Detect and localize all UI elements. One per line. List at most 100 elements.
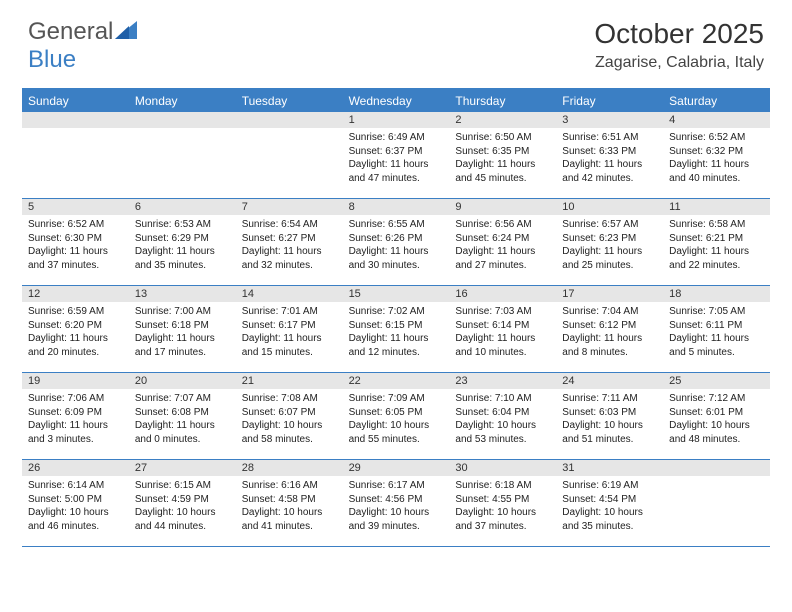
sunset-text: Sunset: 6:11 PM [669,319,764,333]
day-number: 15 [343,286,450,302]
day-cell: 24Sunrise: 7:11 AMSunset: 6:03 PMDayligh… [556,373,663,459]
day-number: 13 [129,286,236,302]
day-cell: 4Sunrise: 6:52 AMSunset: 6:32 PMDaylight… [663,112,770,198]
daylight-text: Daylight: 10 hours and 41 minutes. [242,506,337,533]
sunrise-text: Sunrise: 6:56 AM [455,218,550,232]
day-number: 20 [129,373,236,389]
day-number: 3 [556,112,663,128]
sunset-text: Sunset: 6:17 PM [242,319,337,333]
day-cell: 27Sunrise: 6:15 AMSunset: 4:59 PMDayligh… [129,460,236,546]
day-info: Sunrise: 7:09 AMSunset: 6:05 PMDaylight:… [343,389,450,450]
day-cell: 19Sunrise: 7:06 AMSunset: 6:09 PMDayligh… [22,373,129,459]
day-number: 24 [556,373,663,389]
sunrise-text: Sunrise: 6:15 AM [135,479,230,493]
daylight-text: Daylight: 10 hours and 53 minutes. [455,419,550,446]
sunset-text: Sunset: 4:55 PM [455,493,550,507]
day-header-cell: Tuesday [236,90,343,112]
daylight-text: Daylight: 11 hours and 17 minutes. [135,332,230,359]
week-row: 12Sunrise: 6:59 AMSunset: 6:20 PMDayligh… [22,286,770,373]
day-info: Sunrise: 6:52 AMSunset: 6:30 PMDaylight:… [22,215,129,276]
day-info: Sunrise: 6:49 AMSunset: 6:37 PMDaylight:… [343,128,450,189]
daylight-text: Daylight: 11 hours and 30 minutes. [349,245,444,272]
day-header-cell: Thursday [449,90,556,112]
day-number [236,112,343,128]
day-cell: 22Sunrise: 7:09 AMSunset: 6:05 PMDayligh… [343,373,450,459]
day-number: 9 [449,199,556,215]
day-info: Sunrise: 6:54 AMSunset: 6:27 PMDaylight:… [236,215,343,276]
sunset-text: Sunset: 4:58 PM [242,493,337,507]
calendar: Sunday Monday Tuesday Wednesday Thursday… [22,88,770,547]
sunrise-text: Sunrise: 7:04 AM [562,305,657,319]
day-cell: 13Sunrise: 7:00 AMSunset: 6:18 PMDayligh… [129,286,236,372]
day-info: Sunrise: 7:06 AMSunset: 6:09 PMDaylight:… [22,389,129,450]
day-cell: 14Sunrise: 7:01 AMSunset: 6:17 PMDayligh… [236,286,343,372]
sunrise-text: Sunrise: 6:16 AM [242,479,337,493]
daylight-text: Daylight: 10 hours and 46 minutes. [28,506,123,533]
day-number: 22 [343,373,450,389]
sunrise-text: Sunrise: 7:03 AM [455,305,550,319]
day-info: Sunrise: 6:53 AMSunset: 6:29 PMDaylight:… [129,215,236,276]
day-info: Sunrise: 6:50 AMSunset: 6:35 PMDaylight:… [449,128,556,189]
day-header-row: Sunday Monday Tuesday Wednesday Thursday… [22,90,770,112]
sunrise-text: Sunrise: 7:10 AM [455,392,550,406]
sunset-text: Sunset: 6:32 PM [669,145,764,159]
sunrise-text: Sunrise: 6:58 AM [669,218,764,232]
sunset-text: Sunset: 6:15 PM [349,319,444,333]
day-info: Sunrise: 6:18 AMSunset: 4:55 PMDaylight:… [449,476,556,537]
sunset-text: Sunset: 4:59 PM [135,493,230,507]
day-cell: 5Sunrise: 6:52 AMSunset: 6:30 PMDaylight… [22,199,129,285]
day-info: Sunrise: 7:00 AMSunset: 6:18 PMDaylight:… [129,302,236,363]
daylight-text: Daylight: 10 hours and 35 minutes. [562,506,657,533]
day-info [663,476,770,536]
daylight-text: Daylight: 10 hours and 48 minutes. [669,419,764,446]
day-number: 21 [236,373,343,389]
day-info: Sunrise: 7:10 AMSunset: 6:04 PMDaylight:… [449,389,556,450]
daylight-text: Daylight: 10 hours and 37 minutes. [455,506,550,533]
day-cell: 29Sunrise: 6:17 AMSunset: 4:56 PMDayligh… [343,460,450,546]
day-cell: 2Sunrise: 6:50 AMSunset: 6:35 PMDaylight… [449,112,556,198]
sunset-text: Sunset: 6:07 PM [242,406,337,420]
day-info: Sunrise: 6:56 AMSunset: 6:24 PMDaylight:… [449,215,556,276]
sunrise-text: Sunrise: 6:17 AM [349,479,444,493]
day-number: 10 [556,199,663,215]
daylight-text: Daylight: 11 hours and 47 minutes. [349,158,444,185]
day-info: Sunrise: 7:08 AMSunset: 6:07 PMDaylight:… [236,389,343,450]
sunset-text: Sunset: 6:27 PM [242,232,337,246]
sunrise-text: Sunrise: 6:18 AM [455,479,550,493]
day-number: 25 [663,373,770,389]
daylight-text: Daylight: 11 hours and 22 minutes. [669,245,764,272]
sunset-text: Sunset: 5:00 PM [28,493,123,507]
day-info [22,128,129,188]
day-cell [663,460,770,546]
day-number: 8 [343,199,450,215]
day-info: Sunrise: 6:57 AMSunset: 6:23 PMDaylight:… [556,215,663,276]
day-info: Sunrise: 6:59 AMSunset: 6:20 PMDaylight:… [22,302,129,363]
sunset-text: Sunset: 6:09 PM [28,406,123,420]
day-cell: 17Sunrise: 7:04 AMSunset: 6:12 PMDayligh… [556,286,663,372]
daylight-text: Daylight: 11 hours and 0 minutes. [135,419,230,446]
day-cell: 9Sunrise: 6:56 AMSunset: 6:24 PMDaylight… [449,199,556,285]
daylight-text: Daylight: 11 hours and 5 minutes. [669,332,764,359]
sail-icon [115,18,137,46]
day-header-cell: Friday [556,90,663,112]
sunrise-text: Sunrise: 7:00 AM [135,305,230,319]
sunset-text: Sunset: 6:18 PM [135,319,230,333]
sunrise-text: Sunrise: 6:52 AM [28,218,123,232]
sunrise-text: Sunrise: 7:01 AM [242,305,337,319]
page-title: October 2025 [594,18,764,50]
daylight-text: Daylight: 11 hours and 25 minutes. [562,245,657,272]
sunrise-text: Sunrise: 6:57 AM [562,218,657,232]
sunrise-text: Sunrise: 6:54 AM [242,218,337,232]
day-cell: 6Sunrise: 6:53 AMSunset: 6:29 PMDaylight… [129,199,236,285]
day-number: 6 [129,199,236,215]
day-number: 4 [663,112,770,128]
sunrise-text: Sunrise: 6:51 AM [562,131,657,145]
sunset-text: Sunset: 6:23 PM [562,232,657,246]
daylight-text: Daylight: 11 hours and 37 minutes. [28,245,123,272]
day-cell [22,112,129,198]
sunset-text: Sunset: 6:21 PM [669,232,764,246]
daylight-text: Daylight: 11 hours and 42 minutes. [562,158,657,185]
day-number: 16 [449,286,556,302]
day-header-cell: Monday [129,90,236,112]
daylight-text: Daylight: 10 hours and 39 minutes. [349,506,444,533]
